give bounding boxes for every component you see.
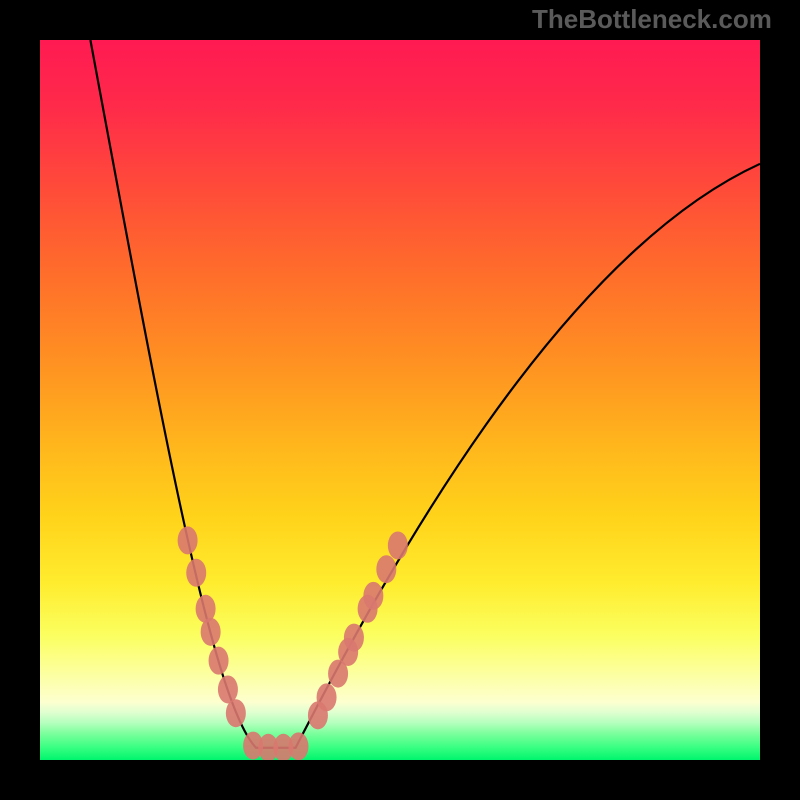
- plot-frame: [0, 0, 800, 800]
- marker-left-1: [186, 559, 206, 587]
- marker-right-7: [376, 555, 396, 583]
- marker-left-0: [178, 526, 198, 554]
- marker-left-4: [209, 647, 229, 675]
- marker-right-6: [363, 582, 383, 610]
- marker-left-6: [226, 699, 246, 727]
- watermark-text: TheBottleneck.com: [532, 4, 772, 35]
- marker-left-3: [201, 618, 221, 646]
- marker-left-5: [218, 675, 238, 703]
- plot-svg: [40, 40, 760, 760]
- marker-right-4: [344, 624, 364, 652]
- bottleneck-curve: [90, 40, 760, 748]
- marker-right-8: [388, 531, 408, 559]
- marker-floor-3: [288, 732, 308, 760]
- marker-right-1: [317, 683, 337, 711]
